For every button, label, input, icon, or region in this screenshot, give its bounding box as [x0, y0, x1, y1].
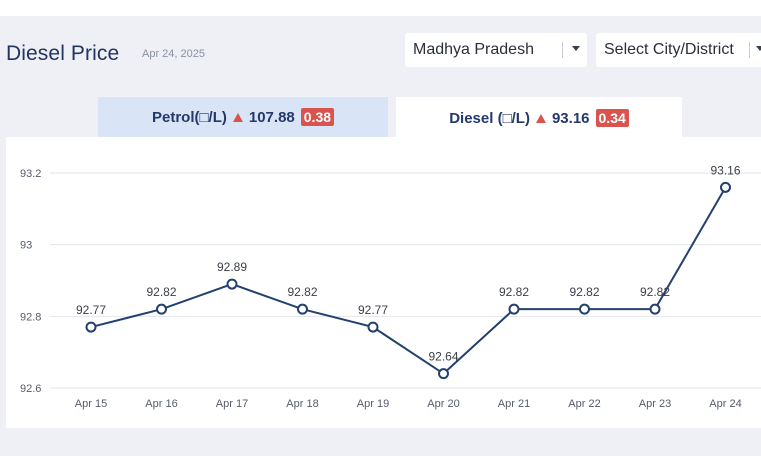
series-line: [90, 186, 727, 375]
x-tick-label: Apr 20: [427, 398, 459, 410]
data-point: [156, 303, 167, 315]
select-divider: [749, 42, 750, 58]
state-select[interactable]: Madhya Pradesh: [405, 33, 587, 67]
x-tick-label: Apr 16: [145, 398, 177, 410]
select-divider: [562, 42, 563, 58]
x-tick-label: Apr 23: [639, 398, 671, 410]
data-label: 92.82: [146, 285, 176, 299]
data-point: [226, 278, 238, 290]
y-tick-label: 93.2: [20, 168, 41, 180]
data-label: 93.16: [710, 163, 740, 177]
page-date: Apr 24, 2025: [142, 48, 205, 60]
tab-petrol-price: 107.88: [248, 108, 295, 126]
y-tick-label: 93: [20, 240, 32, 252]
x-tick-label: Apr 21: [498, 398, 530, 410]
data-point: [508, 303, 520, 315]
data-label: 92.77: [358, 303, 388, 317]
data-label: 92.89: [217, 260, 247, 274]
page-title: Diesel Price: [6, 42, 120, 65]
data-point: [297, 303, 308, 315]
data-point: [649, 303, 661, 315]
top-strip: [0, 0, 761, 16]
tab-diesel-price: 93.16: [551, 109, 590, 127]
y-tick-label: 92.8: [20, 311, 41, 323]
data-label: 92.82: [640, 285, 670, 299]
x-tick-label: Apr 19: [357, 398, 389, 410]
x-tick-label: Apr 15: [75, 398, 107, 410]
price-line-chart: 92.6 92.8 93 93.2 Apr 15 Apr 16 Apr 17 Apr 18 Ap…: [20, 163, 761, 410]
x-tick-label: Apr 24: [709, 398, 741, 410]
city-select-placeholder: Select City/District: [604, 41, 734, 58]
x-tick-label: Apr 22: [568, 398, 600, 410]
tab-diesel[interactable]: Diesel (□/L) 93.16 0.34: [396, 97, 682, 139]
up-arrow-icon: [535, 113, 546, 123]
data-point: [438, 368, 449, 380]
data-label: 92.77: [76, 303, 106, 317]
tab-petrol[interactable]: Petrol(□/L) 107.88 0.38: [98, 97, 388, 137]
chevron-down-icon[interactable]: [756, 46, 761, 51]
chevron-down-icon[interactable]: [572, 46, 580, 51]
data-point: [720, 181, 731, 193]
data-label: 92.82: [499, 285, 529, 299]
chart-panel: 92.6 92.8 93 93.2 Apr 15 Apr 16 Apr 17 Apr 18 Ap…: [6, 137, 761, 428]
data-label: 92.64: [428, 350, 458, 364]
x-tick-label: Apr 17: [216, 398, 248, 410]
data-point: [579, 303, 590, 315]
change-badge: 0.38: [300, 108, 335, 126]
tab-petrol-name: Petrol(□/L): [151, 108, 227, 126]
tab-diesel-name: Diesel (□/L): [449, 109, 530, 127]
x-tick-label: Apr 18: [286, 398, 318, 410]
city-select[interactable]: Select City/District: [596, 33, 761, 67]
y-tick-label: 92.6: [20, 383, 41, 395]
data-label: 92.82: [287, 285, 317, 299]
state-select-value: Madhya Pradesh: [413, 41, 534, 58]
data-point: [367, 321, 379, 333]
change-badge: 0.34: [595, 109, 629, 127]
data-label: 92.82: [569, 285, 599, 299]
data-point: [85, 321, 97, 333]
up-arrow-icon: [232, 112, 243, 122]
